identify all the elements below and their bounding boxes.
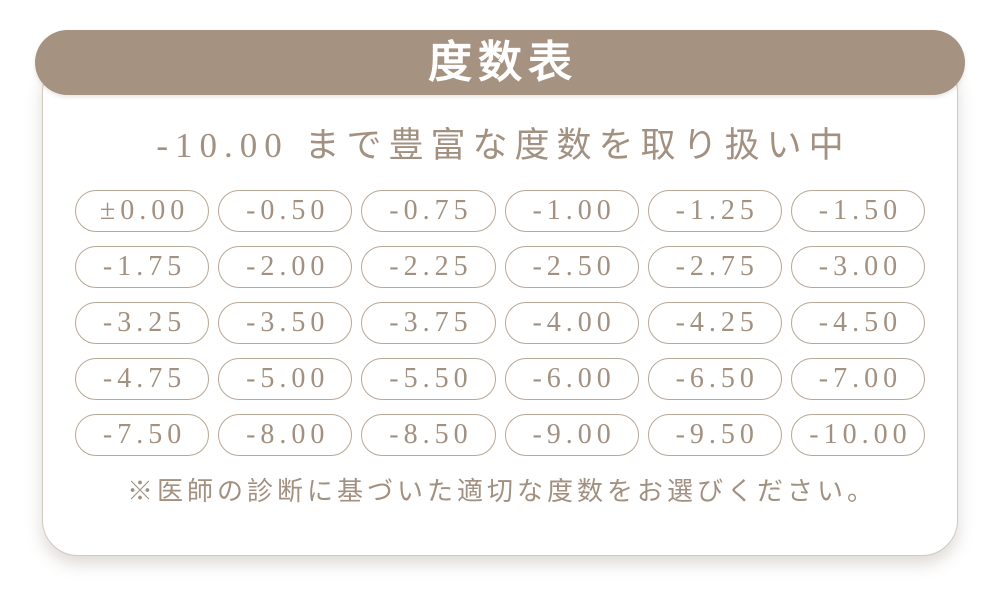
power-pill: -8.00 <box>218 414 353 456</box>
power-pill: -5.00 <box>218 358 353 400</box>
power-row: -7.50 -8.00 -8.50 -9.00 -9.50 -10.00 <box>75 414 926 456</box>
power-pill: -0.75 <box>361 190 496 232</box>
power-pill: -1.00 <box>504 190 639 232</box>
power-pill: -4.75 <box>75 358 210 400</box>
power-pill: -2.50 <box>504 246 639 288</box>
power-pill: -7.50 <box>75 414 210 456</box>
available-range-subtitle: -10.00 まで豊富な度数を取り扱い中 <box>156 126 851 165</box>
power-pill: -7.00 <box>790 358 926 400</box>
power-pill: -4.25 <box>647 302 782 344</box>
power-pill: -4.00 <box>504 302 639 344</box>
power-pill: -3.50 <box>218 302 353 344</box>
power-pill: -2.00 <box>218 246 353 288</box>
power-pill: -6.00 <box>504 358 639 400</box>
power-pill: -1.25 <box>647 190 782 232</box>
power-pill: -9.50 <box>647 414 782 456</box>
power-pill: -0.50 <box>218 190 353 232</box>
page-title: 度数表 <box>428 37 578 87</box>
power-pill: -3.75 <box>361 302 496 344</box>
power-pill: -8.50 <box>361 414 496 456</box>
power-grid: ±0.00 -0.50 -0.75 -1.00 -1.25 -1.50 -1.75 -2.00… <box>75 190 926 470</box>
power-pill: -6.50 <box>647 358 782 400</box>
power-pill: -3.00 <box>790 246 926 288</box>
power-pill: -1.75 <box>75 246 210 288</box>
doctor-advice-note: ※医師の診断に基づいた適切な度数をお選びください。 <box>126 477 877 506</box>
power-pill: -3.25 <box>75 302 210 344</box>
power-row: ±0.00 -0.50 -0.75 -1.00 -1.25 -1.50 <box>75 190 926 232</box>
power-pill: -1.50 <box>790 190 926 232</box>
power-row: -4.75 -5.00 -5.50 -6.00 -6.50 -7.00 <box>75 358 926 400</box>
power-pill: -2.75 <box>647 246 782 288</box>
power-row: -3.25 -3.50 -3.75 -4.00 -4.25 -4.50 <box>75 302 926 344</box>
power-pill: ±0.00 <box>75 190 210 232</box>
power-pill: -2.25 <box>361 246 496 288</box>
power-pill: -9.00 <box>504 414 639 456</box>
power-pill: -4.50 <box>790 302 926 344</box>
header-banner: 度数表 <box>35 30 965 95</box>
power-row: -1.75 -2.00 -2.25 -2.50 -2.75 -3.00 <box>75 246 926 288</box>
power-pill: -5.50 <box>361 358 496 400</box>
power-pill: -10.00 <box>790 414 926 456</box>
